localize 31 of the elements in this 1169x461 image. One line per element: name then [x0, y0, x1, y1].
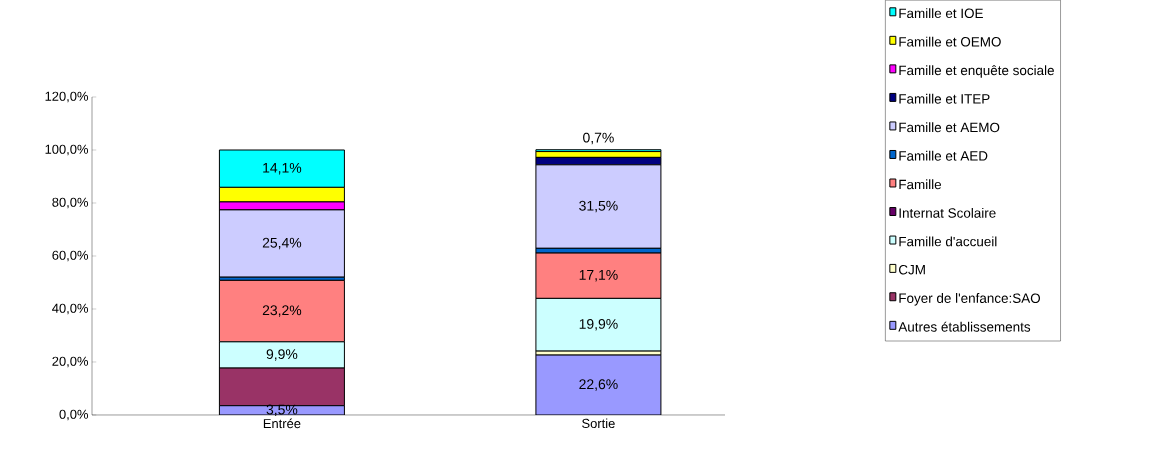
legend-label: Famille et ITEP [899, 93, 990, 104]
data-label: 23,2% [262, 305, 302, 317]
x-tick-label: Sortie [582, 418, 615, 429]
data-label: 3,5% [266, 404, 298, 417]
legend-label: Famille et IOE [899, 8, 983, 19]
y-tick-label: 80,0% [52, 197, 89, 209]
data-label: 31,5% [579, 200, 618, 213]
y-tick-label: 20,0% [52, 356, 89, 368]
legend-label: Autres établissements [898, 321, 1031, 332]
legend-label: Famille et OEMO [899, 36, 1001, 47]
data-label: 14,1% [263, 162, 302, 175]
data-label: 17,1% [579, 269, 618, 282]
legend-label: Famille [899, 179, 942, 190]
y-tick-label: 120,0% [45, 91, 89, 103]
y-tick-label: 100,0% [45, 144, 89, 156]
y-tick-label: 60,0% [52, 250, 89, 262]
legend-label: Foyer de l'enfance:SAO [899, 293, 1041, 306]
y-tick-label: 0,0% [59, 409, 89, 421]
data-label: 19,9% [579, 318, 618, 331]
data-label: 9,9% [266, 349, 298, 361]
legend-label: CJM [899, 264, 925, 275]
x-tick-label: Entrée [263, 418, 301, 429]
legend-label: Famille et AEMO [899, 122, 1000, 133]
legend-label: Famille et AED [899, 150, 988, 161]
legend-label: Famille d'accueil [899, 236, 997, 247]
legend-label: Famille et enquête sociale [899, 65, 1054, 78]
data-label: 25,4% [262, 237, 302, 250]
legend-label: Internat Scolaire [899, 207, 996, 218]
data-label: 22,6% [579, 379, 618, 391]
y-tick-label: 40,0% [52, 303, 89, 315]
data-label: 0,7% [583, 132, 614, 145]
